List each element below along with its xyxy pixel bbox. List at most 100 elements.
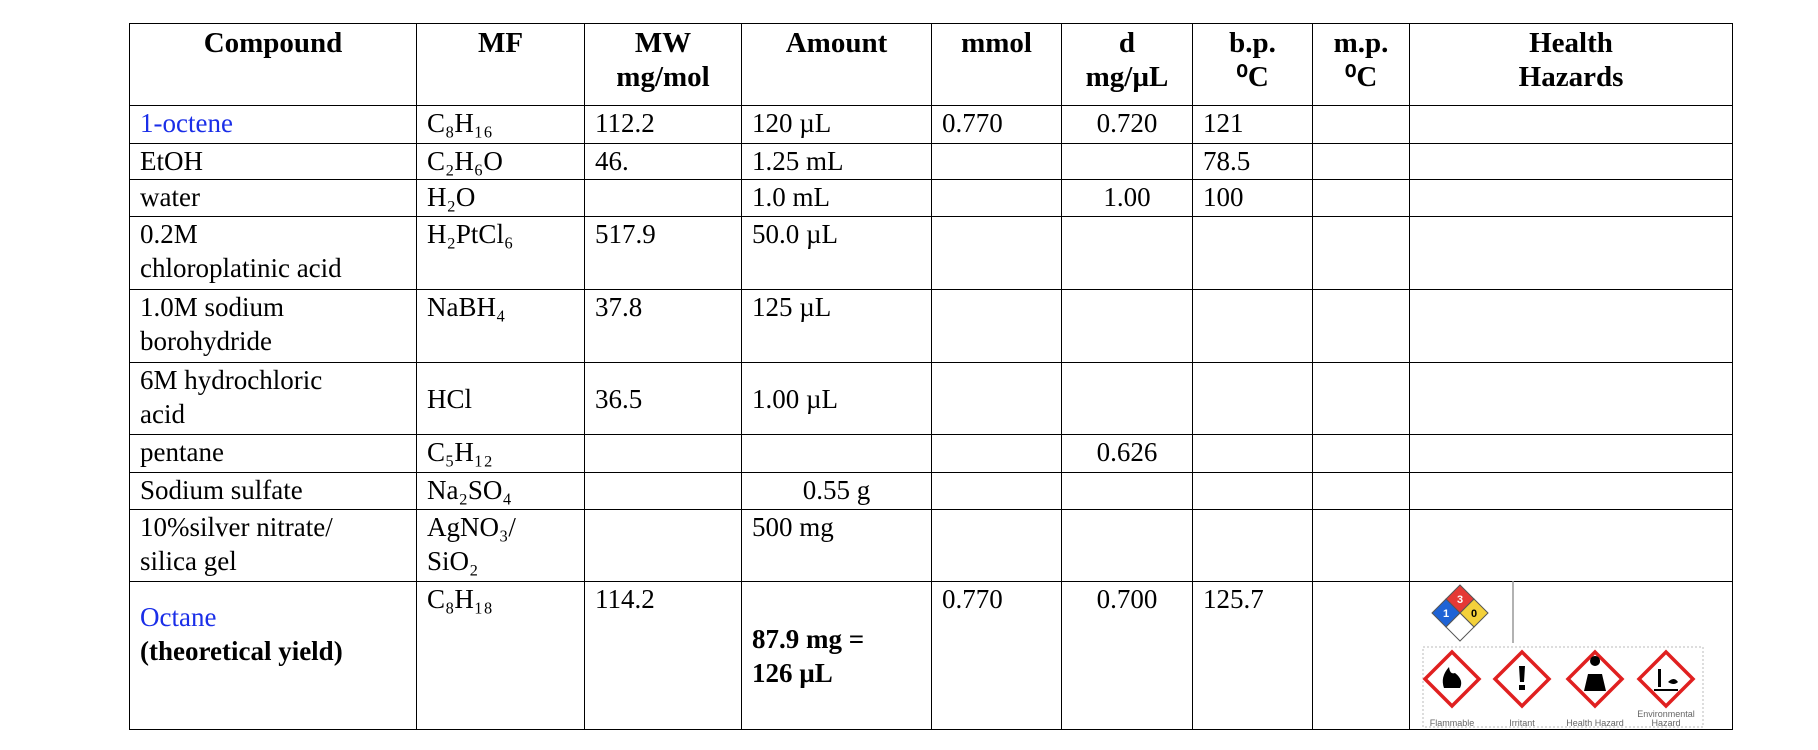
table-cell: Na₂SO₄ (416, 472, 585, 510)
table-cell (931, 179, 1062, 217)
table-cell (1061, 472, 1193, 510)
table-row: 6M hydrochloric acid HCl 36.5 1.00 µL (129, 362, 1733, 435)
header-row: Compound MF MW mg/mol Amount mmol d mg/µL b.p.… (129, 23, 1733, 106)
table-cell: C₅H₁₂ (416, 434, 585, 473)
nfpa-diamond: 3 1 0 (1431, 584, 1489, 642)
table-cell: 112.2 (584, 105, 742, 144)
table-cell: 1.00 µL (741, 362, 932, 435)
table-cell (1409, 143, 1733, 180)
ghs-label: Health Hazard (1566, 718, 1624, 728)
table-cell (931, 472, 1062, 510)
table-row: 1.0M sodium borohydride NaBH₄ 37.8 125 µL (129, 289, 1733, 363)
table-cell: 517.9 (584, 216, 742, 290)
table-cell (1409, 179, 1733, 217)
table-cell (1312, 581, 1410, 730)
nfpa-flammability: 3 (1457, 594, 1463, 606)
table-cell: 114.2 (584, 581, 742, 730)
cell-line: Octane (140, 602, 217, 632)
table-cell (1192, 362, 1313, 435)
table-cell: Sodium sulfate (129, 472, 417, 510)
table-cell: 0.720 (1061, 105, 1193, 144)
table-cell: 1.00 (1061, 179, 1193, 217)
table-cell (1312, 216, 1410, 290)
ghs-symbol (1519, 666, 1525, 690)
ghs-diamond (1636, 649, 1696, 709)
table-cell (1061, 289, 1193, 363)
table-cell (931, 143, 1062, 180)
table-cell: 0.626 (1061, 434, 1193, 473)
table-cell: 36.5 (584, 362, 742, 435)
table-cell (1192, 434, 1313, 473)
table-cell: EtOH (129, 143, 417, 180)
table-cell (1409, 509, 1733, 582)
table-cell: C₈H₁₈ (416, 581, 585, 730)
header-cell: MF (416, 23, 585, 106)
table-cell: 37.8 (584, 289, 742, 363)
table-cell: 0.770 (931, 105, 1062, 144)
table-cell (584, 472, 742, 510)
table-cell: 46. (584, 143, 742, 180)
table-cell: 0.700 (1061, 581, 1193, 730)
table-cell (931, 509, 1062, 582)
table-cell: 50.0 µL (741, 216, 932, 290)
header-cell: Amount (741, 23, 932, 106)
table-cell (1409, 105, 1733, 144)
table-cell (1409, 216, 1733, 290)
table-cell (584, 179, 742, 217)
table-cell: water (129, 179, 417, 217)
table-cell (584, 434, 742, 473)
table-cell (1192, 472, 1313, 510)
table-cell (1312, 143, 1410, 180)
table-cell: 1.0M sodium borohydride (129, 289, 417, 363)
table-cell (584, 509, 742, 582)
table-cell (931, 216, 1062, 290)
table-cell: 0.2M chloroplatinic acid (129, 216, 417, 290)
table-cell: 1.0 mL (741, 179, 932, 217)
table-cell: H₂PtCl₆ (416, 216, 585, 290)
table-cell (931, 289, 1062, 363)
table-cell (1312, 472, 1410, 510)
table-cell (1409, 289, 1733, 363)
table-row: 10%silver nitrate/ silica gel AgNO₃/ SiO₂… (129, 509, 1733, 582)
table-cell (1312, 105, 1410, 144)
table-cell (1061, 216, 1193, 290)
table-cell (1061, 143, 1193, 180)
table-cell (1312, 179, 1410, 217)
table-row: pentane C₅H₁₂ 0.626 (129, 434, 1733, 473)
table-cell (1192, 509, 1313, 582)
header-cell: MW mg/mol (584, 23, 742, 106)
table-row: 0.2M chloroplatinic acid H₂PtCl₆ 517.9 50.0… (129, 216, 1733, 290)
table-cell: 1-octene (129, 105, 417, 144)
data-table: Compound MF MW mg/mol Amount mmol d mg/µL b.p.… (129, 23, 1733, 730)
table-cell: AgNO₃/ SiO₂ (416, 509, 585, 582)
table-cell: 125 µL (741, 289, 932, 363)
table-cell: 125.7 (1192, 581, 1313, 730)
header-cell: d mg/µL (1061, 23, 1193, 106)
table-cell (1409, 434, 1733, 473)
table-cell (931, 434, 1062, 473)
table-cell (1312, 362, 1410, 435)
table-cell (1061, 509, 1193, 582)
table-cell (1192, 289, 1313, 363)
ghs-label: Flammable (1430, 718, 1475, 728)
table-row: water H₂O 1.0 mL 1.00 100 (129, 179, 1733, 217)
table-cell (1312, 434, 1410, 473)
nfpa-health: 1 (1443, 608, 1449, 620)
table-cell: 6M hydrochloric acid (129, 362, 417, 435)
table-cell: 1.25 mL (741, 143, 932, 180)
table-cell: C₂H₆O (416, 143, 585, 180)
table-body: 1-octene C₈H₁₆ 112.2 120 µL 0.770 0.720 121 EtO… (129, 105, 1733, 730)
table-cell (931, 362, 1062, 435)
table-cell: NaBH₄ (416, 289, 585, 363)
ghs-pictograms: Flammable Irritant Health Hazard Environmen… (1422, 649, 1696, 728)
table-cell (1192, 216, 1313, 290)
table-row: Sodium sulfate Na₂SO₄ 0.55 g (129, 472, 1733, 510)
table-cell: 87.9 mg = 126 µL (741, 581, 932, 730)
table-cell: 500 mg (741, 509, 932, 582)
table-cell: H₂O (416, 179, 585, 217)
table-cell: Octane (theoretical yield) (129, 581, 417, 730)
header-cell: Health Hazards (1409, 23, 1733, 106)
table-cell (1409, 362, 1733, 435)
table-cell: HCl (416, 362, 585, 435)
